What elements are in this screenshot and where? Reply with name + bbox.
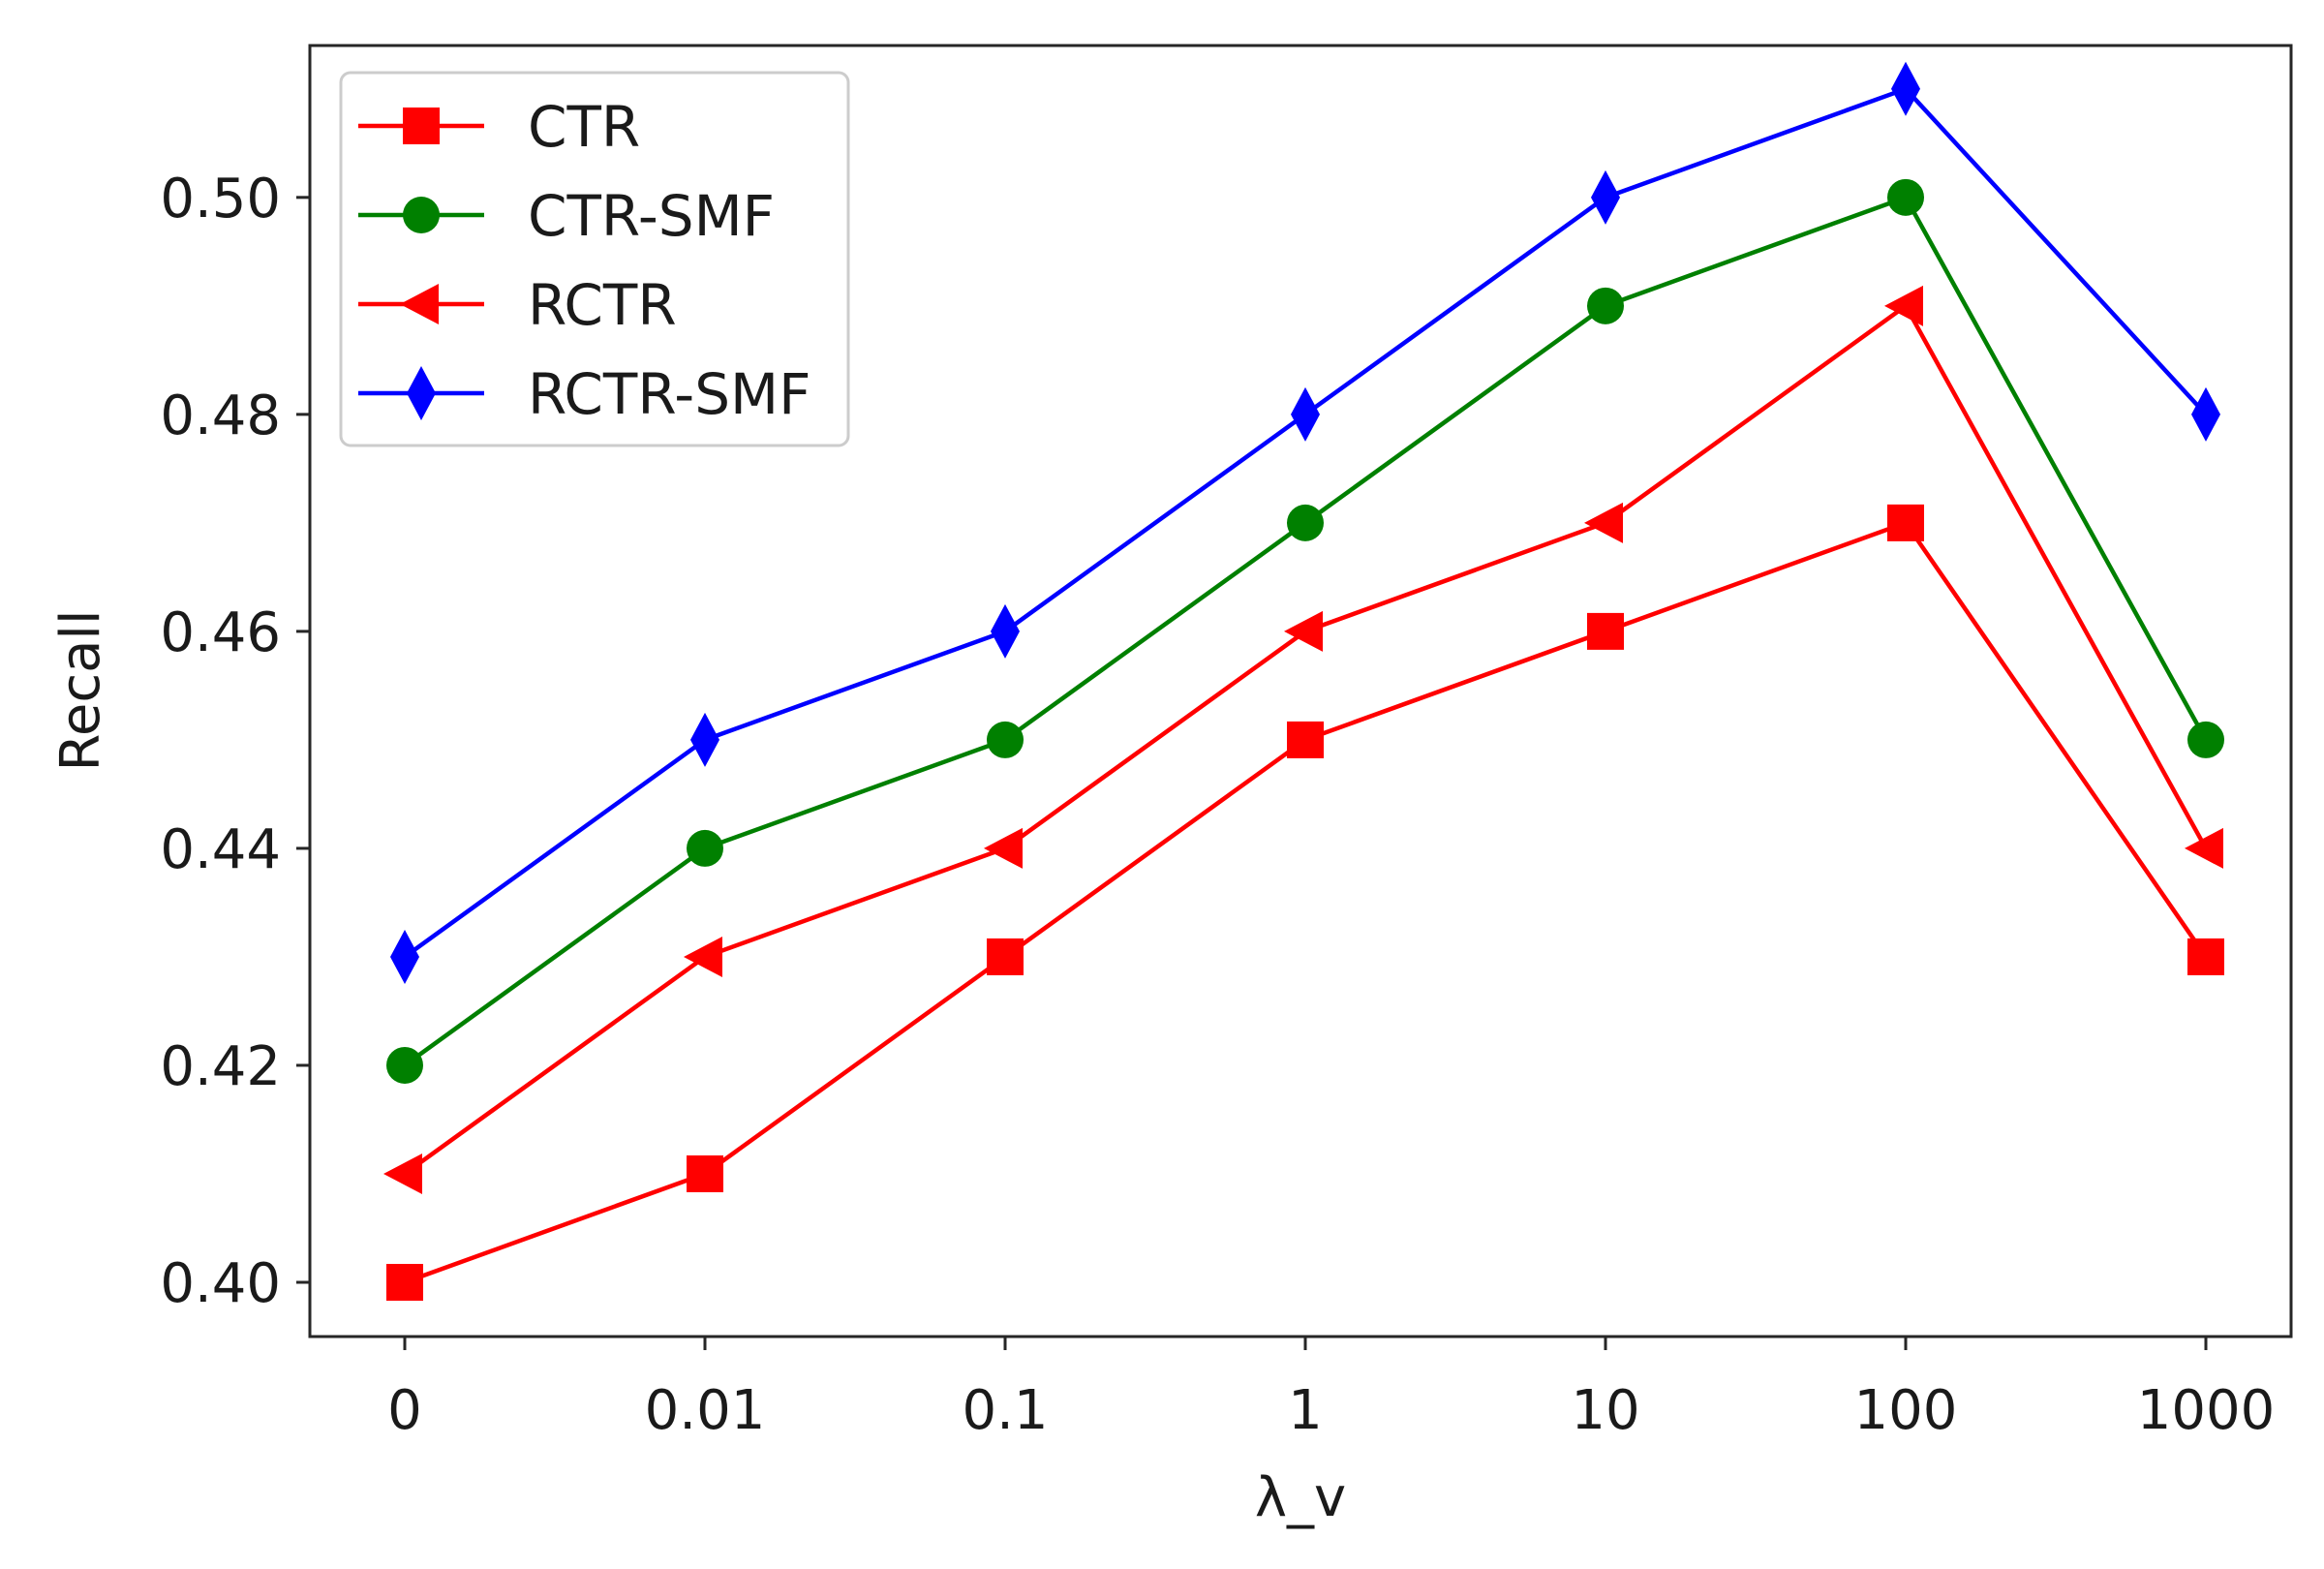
data-point-rctr (383, 1153, 422, 1194)
legend-swatch-marker (403, 197, 440, 233)
y-tick-label: 0.44 (160, 818, 281, 881)
y-axis-ticks: 0.40 0.42 0.44 0.46 0.48 0.50 (160, 168, 310, 1315)
data-point-ctr (1587, 612, 1624, 650)
data-point-rctr (2185, 827, 2223, 869)
y-tick-label: 0.46 (160, 601, 281, 664)
legend-entry-rctr-smf: RCTR-SMF (358, 361, 810, 427)
x-axis-ticks: 0 0.01 0.1 1 10 100 1000 (387, 1337, 2275, 1442)
plot-frame (308, 44, 2293, 1338)
x-tick-label: 10 (1571, 1379, 1639, 1442)
data-point-ctr-smf (386, 1046, 423, 1084)
data-point-rctr (984, 827, 1023, 869)
data-point-ctr-smf (2187, 721, 2224, 758)
legend-entry-rctr: RCTR (358, 272, 677, 338)
data-point-rctr-smf (991, 603, 1020, 659)
x-axis-label: λ_v (1255, 1466, 1346, 1529)
data-point-rctr-smf (1591, 169, 1620, 225)
y-axis-label: Recall (49, 609, 112, 771)
x-tick-label: 100 (1854, 1379, 1958, 1442)
legend-label: RCTR (528, 272, 677, 338)
data-point-ctr-smf (1587, 287, 1624, 324)
legend-box (339, 71, 850, 447)
data-point-rctr (1584, 502, 1623, 543)
data-point-rctr-smf (390, 929, 419, 984)
x-tick-label: 1000 (2137, 1379, 2276, 1442)
data-point-rctr-smf (690, 712, 719, 767)
data-point-ctr (1887, 504, 1924, 541)
legend-swatch-marker (407, 366, 436, 420)
data-point-rctr-smf (1291, 386, 1320, 442)
legend-swatch-marker (400, 284, 439, 324)
y-tick-label: 0.42 (160, 1035, 281, 1098)
legend-entries: CTR CTR-SMF RCTR RCTR-SMF (358, 94, 810, 427)
data-point-ctr-smf (987, 721, 1024, 758)
data-point-ctr (2187, 938, 2224, 975)
data-point-rctr-smf (1891, 61, 1920, 116)
data-point-rctr (684, 936, 722, 977)
legend-entry-ctr-smf: CTR-SMF (358, 183, 775, 249)
legend-label: CTR-SMF (528, 183, 775, 249)
series-ctr-smf (386, 178, 2224, 1084)
data-point-ctr (1287, 721, 1324, 758)
x-tick-label: 0 (387, 1379, 422, 1442)
y-tick-label: 0.40 (160, 1252, 281, 1315)
series-ctr (386, 504, 2224, 1301)
x-tick-label: 0.1 (962, 1379, 1048, 1442)
series-layer (383, 61, 2224, 1301)
y-tick-label: 0.48 (160, 385, 281, 447)
data-point-ctr (386, 1263, 423, 1301)
data-point-ctr (687, 1154, 723, 1192)
data-point-ctr-smf (687, 829, 723, 867)
legend-entry-ctr: CTR (358, 94, 640, 160)
x-tick-label: 1 (1288, 1379, 1323, 1442)
data-point-rctr (1284, 610, 1323, 652)
data-point-ctr (987, 938, 1024, 975)
data-point-ctr-smf (1287, 504, 1324, 541)
legend-label: CTR (528, 94, 640, 160)
legend: CTR CTR-SMF RCTR RCTR-SMF (339, 71, 850, 447)
x-tick-label: 0.01 (645, 1379, 766, 1442)
data-point-ctr-smf (1887, 178, 1924, 216)
data-point-rctr (1884, 285, 1923, 326)
series-rctr (383, 285, 2223, 1194)
data-point-rctr-smf (2191, 386, 2220, 442)
legend-label: RCTR-SMF (528, 361, 810, 427)
series-rctr-smf (390, 61, 2220, 984)
legend-swatch-marker (403, 108, 440, 144)
y-tick-label: 0.50 (160, 168, 281, 231)
